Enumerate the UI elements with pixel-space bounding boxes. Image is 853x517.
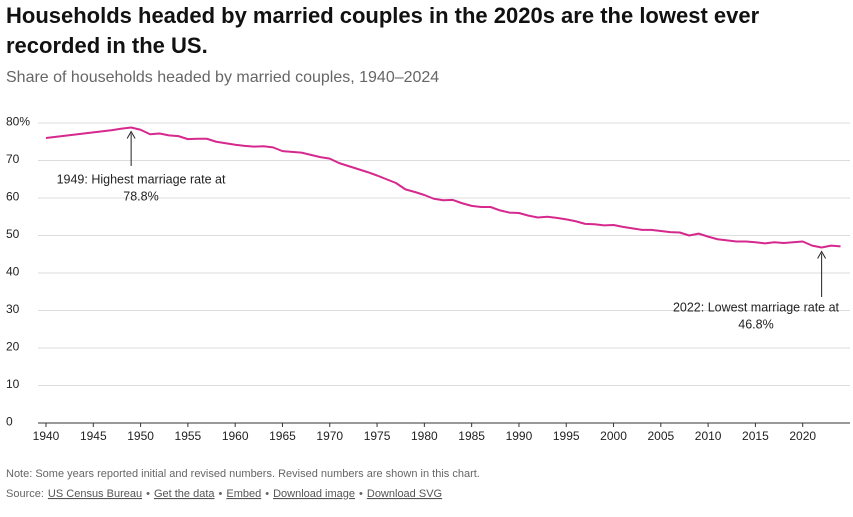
- x-tick-label: 1965: [269, 429, 296, 443]
- separator: •: [359, 488, 363, 500]
- x-tick-label: 1985: [458, 429, 485, 443]
- y-tick-label: 50: [6, 227, 20, 241]
- x-tick-label: 1990: [506, 429, 533, 443]
- y-tick-label: 80%: [6, 115, 30, 129]
- annotation-arrowhead: [817, 250, 827, 259]
- chart-subtitle: Share of households headed by married co…: [6, 69, 439, 86]
- x-tick-label: 2015: [742, 429, 769, 443]
- y-tick-label: 40: [6, 265, 20, 279]
- annotation: 1949: Highest marriage rate at: [57, 172, 226, 186]
- annotation: 78.8%: [123, 189, 158, 203]
- x-tick-label: 1950: [127, 429, 154, 443]
- source-link[interactable]: Download SVG: [367, 488, 442, 500]
- y-tick-label: 20: [6, 340, 20, 354]
- annotation: 2022: Lowest marriage rate at: [673, 300, 840, 314]
- x-tick-label: 1940: [33, 429, 60, 443]
- y-tick-label: 0: [6, 415, 13, 429]
- separator: •: [265, 488, 269, 500]
- annotation-arrowhead: [126, 130, 136, 139]
- x-tick-label: 1995: [553, 429, 580, 443]
- x-tick-label: 1970: [316, 429, 343, 443]
- x-tick-label: 1975: [364, 429, 391, 443]
- source-link[interactable]: Embed: [226, 488, 261, 500]
- x-tick-label: 1960: [222, 429, 249, 443]
- chart-title: recorded in the US.: [6, 33, 208, 58]
- x-tick-label: 2020: [789, 429, 816, 443]
- y-tick-label: 70: [6, 152, 20, 166]
- source-link[interactable]: US Census Bureau: [48, 488, 142, 500]
- y-tick-label: 60: [6, 190, 20, 204]
- source-label: Source:: [6, 488, 44, 500]
- chart-title: Households headed by married couples in …: [6, 3, 760, 28]
- source-link[interactable]: Get the data: [154, 488, 215, 500]
- y-tick-label: 10: [6, 377, 20, 391]
- source-line: Source: US Census Bureau • Get the data • Emb…: [6, 488, 442, 500]
- separator: •: [219, 488, 223, 500]
- x-tick-label: 1955: [175, 429, 202, 443]
- source: Source: US Census Bureau • Get the data • Emb…: [6, 488, 442, 500]
- data-line: [45, 126, 841, 249]
- note: Note: Some years reported initial and re…: [6, 468, 480, 480]
- x-tick-label: 2000: [600, 429, 627, 443]
- y-tick-label: 30: [6, 302, 20, 316]
- x-tick-label: 2010: [695, 429, 722, 443]
- separator: •: [146, 488, 150, 500]
- annotation: 46.8%: [738, 317, 773, 331]
- x-tick-label: 2005: [647, 429, 674, 443]
- x-tick-label: 1945: [80, 429, 107, 443]
- source-link[interactable]: Download image: [273, 488, 355, 500]
- x-tick-label: 1980: [411, 429, 438, 443]
